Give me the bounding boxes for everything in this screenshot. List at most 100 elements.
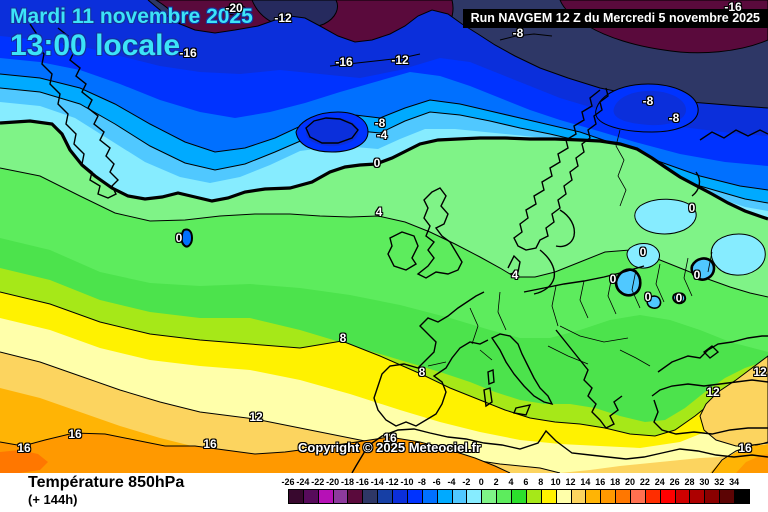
legend-tick-label: 18: [610, 477, 621, 487]
legend-tick-label: -4: [447, 477, 456, 487]
iceland-cold-pocket-inner: [305, 117, 359, 147]
coast-baltic-west: [533, 249, 556, 295]
coast-white-sea: [691, 171, 701, 197]
legend-tick-label: 26: [669, 477, 680, 487]
legend-tick-label: 20: [624, 477, 636, 487]
copyright-notice: Copyright © 2025 Meteociel.fr: [298, 440, 481, 455]
legend-tick-label: 22: [639, 477, 650, 487]
coast-sicily: [513, 404, 532, 416]
contour-minus20-loop: [223, 4, 247, 16]
contour-plus16: [0, 432, 511, 473]
hot-spot-southwest: [0, 450, 48, 473]
cool-pool-northeast-1: [634, 198, 697, 235]
legend-tick-label: 28: [684, 477, 695, 487]
coast-gulf-bothnia: [555, 209, 576, 248]
coast-turkey-south: [653, 399, 768, 435]
legend-cell: [674, 489, 691, 504]
legend-tick-label: 2: [493, 477, 499, 487]
legend-cell: [406, 489, 423, 504]
cold-pool-blacksea-3: [646, 295, 662, 309]
legend-cell: [511, 489, 527, 504]
legend-cell: [347, 489, 364, 504]
legend-cell: [392, 489, 408, 504]
legend-tick-label: -24: [296, 477, 310, 487]
legend-cell: [302, 489, 319, 504]
cold-pool-blacksea-2: [690, 257, 716, 281]
legend-cell: [362, 489, 379, 504]
legend-cell: [540, 489, 557, 504]
legend-title: Température 850hPa: [28, 474, 185, 491]
legend-cell: [600, 489, 617, 504]
coast-north-africa: [367, 428, 768, 460]
contour-plus12: [0, 351, 561, 473]
legend-cell: [704, 489, 721, 504]
model-run-info: Run NAVGEM 12 Z du Mercredi 5 novembre 2…: [462, 9, 768, 28]
legend-forecast-hour: (+ 144h): [28, 492, 78, 507]
coast-ireland: [387, 231, 419, 271]
coast-iceland: [305, 117, 359, 144]
coast-great-britain: [416, 187, 463, 279]
legend-cell: [734, 489, 750, 504]
legend-tick-label: -6: [432, 477, 441, 487]
legend-cell: [421, 489, 438, 504]
legend-tick-label: -12: [385, 477, 399, 487]
legend-tick-label: 6: [523, 477, 529, 487]
cold-pool-blacksea-4: [672, 292, 687, 305]
legend-tick-label: 12: [565, 477, 576, 487]
coast-norway: [513, 87, 609, 251]
contour-plus8: [0, 291, 768, 437]
legend-tick-label: 34: [729, 477, 740, 487]
coast-sardinia: [483, 387, 493, 408]
legend-tick-label: 30: [699, 477, 710, 487]
legend-tick-label: -18: [340, 477, 354, 487]
contour-plus4: [0, 167, 768, 298]
legend-cell: [585, 489, 602, 504]
legend-cell: [451, 489, 468, 504]
legend-tick-label: -2: [462, 477, 471, 487]
contour-minus12-north: [329, 53, 421, 67]
map-area: Mardi 11 novembre 2025 13:00 locale Run …: [0, 0, 768, 473]
temperature-map-graphic: [0, 0, 768, 473]
coast-turkey-north: [651, 379, 768, 397]
legend-cell: [525, 489, 542, 504]
legend-cell: [719, 489, 736, 504]
coast-morocco: [351, 445, 369, 473]
legend-tick-label: -8: [417, 477, 426, 487]
scandinavia-cold-pocket-inner: [613, 90, 686, 126]
legend-tick-label: -26: [281, 477, 295, 487]
color-scale: -26 -24 -22 -20 -18 -16 -14 -12 -10 -8 -6 -4 -2 0 2 4 6 8…: [281, 473, 758, 512]
legend-tick-label: -20: [326, 477, 340, 487]
legend-cell: [570, 489, 587, 504]
coast-crimea: [702, 345, 720, 359]
coast-denmark: [507, 254, 521, 275]
coast-barents: [699, 129, 768, 141]
legend-cell: [332, 489, 349, 504]
zero-isotherm: [0, 119, 768, 221]
legend-cell: [481, 489, 498, 504]
band-16to18: [0, 433, 510, 473]
band-12to14-anatolia: [699, 355, 768, 447]
country-borders: [427, 129, 713, 367]
coast-italy: [490, 333, 554, 406]
cool-pool-northeast-3: [626, 243, 660, 269]
hot-spot-southeast: [736, 454, 768, 473]
legend-cell: [689, 489, 706, 504]
legend-tick-label: -10: [400, 477, 414, 487]
legend-cell: [317, 489, 334, 504]
contour-plus16-east: [711, 442, 768, 473]
legend-bar: Température 850hPa (+ 144h) -26 -24 -22 -20…: [0, 473, 768, 512]
legend-cell: [496, 489, 513, 504]
legend-tick-label: 16: [595, 477, 606, 487]
legend-cell: [644, 489, 661, 504]
legend-tick-label: -16: [355, 477, 369, 487]
legend-tick-label: 4: [508, 477, 514, 487]
legend-tick-label: 8: [538, 477, 544, 487]
legend-cell: [288, 489, 304, 504]
coast-corsica: [487, 368, 495, 386]
coast-france-iberia: [373, 291, 489, 427]
legend-cell: [377, 489, 394, 504]
legend-tick-label: -22: [311, 477, 325, 487]
legend-cell: [630, 489, 646, 504]
contour-minus8-north: [499, 33, 553, 41]
